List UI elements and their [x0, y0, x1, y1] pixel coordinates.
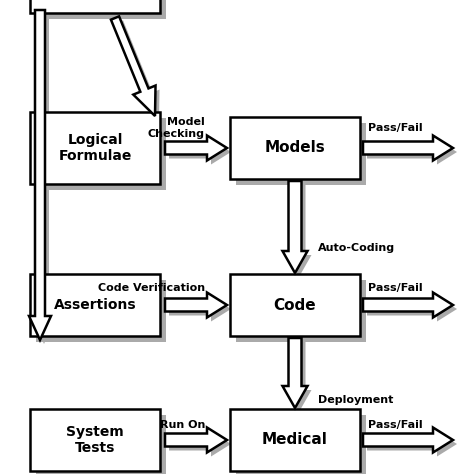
Polygon shape — [111, 16, 155, 116]
Polygon shape — [165, 136, 227, 161]
Text: Auto-Coding: Auto-Coding — [318, 243, 395, 253]
Text: Pass/Fail: Pass/Fail — [368, 283, 423, 293]
Polygon shape — [29, 10, 51, 340]
Text: Pass/Fail: Pass/Fail — [368, 123, 423, 133]
Text: Code Verification: Code Verification — [98, 283, 205, 293]
FancyBboxPatch shape — [36, 415, 166, 474]
Polygon shape — [363, 428, 453, 453]
Polygon shape — [367, 139, 457, 164]
Polygon shape — [367, 431, 457, 456]
FancyBboxPatch shape — [36, 118, 166, 190]
Text: Assertions: Assertions — [54, 298, 137, 312]
Polygon shape — [367, 297, 457, 321]
Polygon shape — [363, 136, 453, 161]
Polygon shape — [33, 14, 55, 344]
FancyBboxPatch shape — [30, 0, 160, 13]
Polygon shape — [165, 292, 227, 318]
FancyBboxPatch shape — [230, 409, 360, 471]
FancyBboxPatch shape — [236, 415, 366, 474]
FancyBboxPatch shape — [230, 117, 360, 179]
Polygon shape — [169, 139, 231, 164]
Polygon shape — [363, 292, 453, 318]
FancyBboxPatch shape — [236, 123, 366, 185]
Text: Pass/Fail: Pass/Fail — [368, 420, 423, 430]
FancyBboxPatch shape — [30, 112, 160, 184]
Polygon shape — [169, 297, 231, 321]
Text: System
Tests: System Tests — [66, 425, 124, 455]
FancyBboxPatch shape — [36, 0, 166, 19]
Text: Model
Checking: Model Checking — [148, 117, 205, 139]
FancyBboxPatch shape — [36, 280, 166, 342]
Polygon shape — [165, 428, 227, 453]
Text: Models: Models — [264, 140, 325, 155]
Text: Medical: Medical — [262, 432, 328, 447]
Text: Logical
Formulae: Logical Formulae — [58, 133, 132, 163]
FancyBboxPatch shape — [236, 280, 366, 342]
FancyBboxPatch shape — [30, 409, 160, 471]
Polygon shape — [283, 338, 308, 408]
Polygon shape — [283, 181, 308, 273]
Text: Run On: Run On — [160, 420, 205, 430]
Text: Deployment: Deployment — [318, 395, 393, 405]
Polygon shape — [169, 431, 231, 456]
Polygon shape — [286, 185, 311, 277]
FancyBboxPatch shape — [30, 274, 160, 336]
Text: Code: Code — [273, 298, 316, 312]
Polygon shape — [286, 342, 311, 412]
FancyBboxPatch shape — [230, 274, 360, 336]
Polygon shape — [115, 20, 160, 120]
